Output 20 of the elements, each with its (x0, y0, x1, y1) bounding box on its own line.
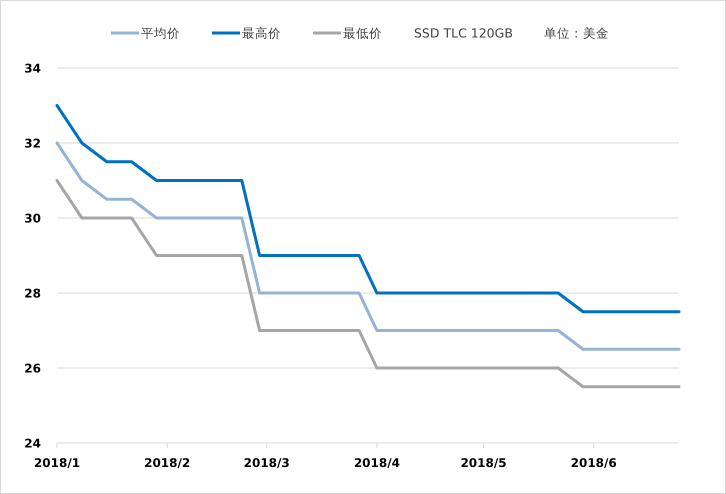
y-tick-label: 34 (24, 62, 41, 76)
line-series (56, 142, 680, 351)
x-tick-label: 2018/1 (34, 456, 80, 470)
x-tick-label: 2018/2 (144, 456, 190, 470)
legend-label: 最高价 (242, 26, 281, 40)
x-tick-label: 2018/5 (460, 456, 507, 470)
text: SSD TLC 120GB (414, 26, 513, 40)
y-tick-label: 28 (24, 286, 41, 300)
line-series (56, 179, 680, 388)
line-series (56, 104, 680, 314)
y-tick-label: 30 (24, 212, 41, 226)
y-tick-label: 24 (24, 436, 41, 450)
text: 单位：美金 (544, 26, 609, 40)
legend-label: 平均价 (141, 26, 180, 40)
legend-label: 最低价 (343, 26, 382, 40)
x-tick-label: 2018/4 (354, 456, 400, 470)
x-tick-label: 2018/3 (244, 456, 290, 470)
x-tick-label: 2018/6 (570, 456, 617, 470)
y-tick-label: 26 (24, 362, 41, 376)
y-tick-label: 32 (24, 136, 41, 150)
